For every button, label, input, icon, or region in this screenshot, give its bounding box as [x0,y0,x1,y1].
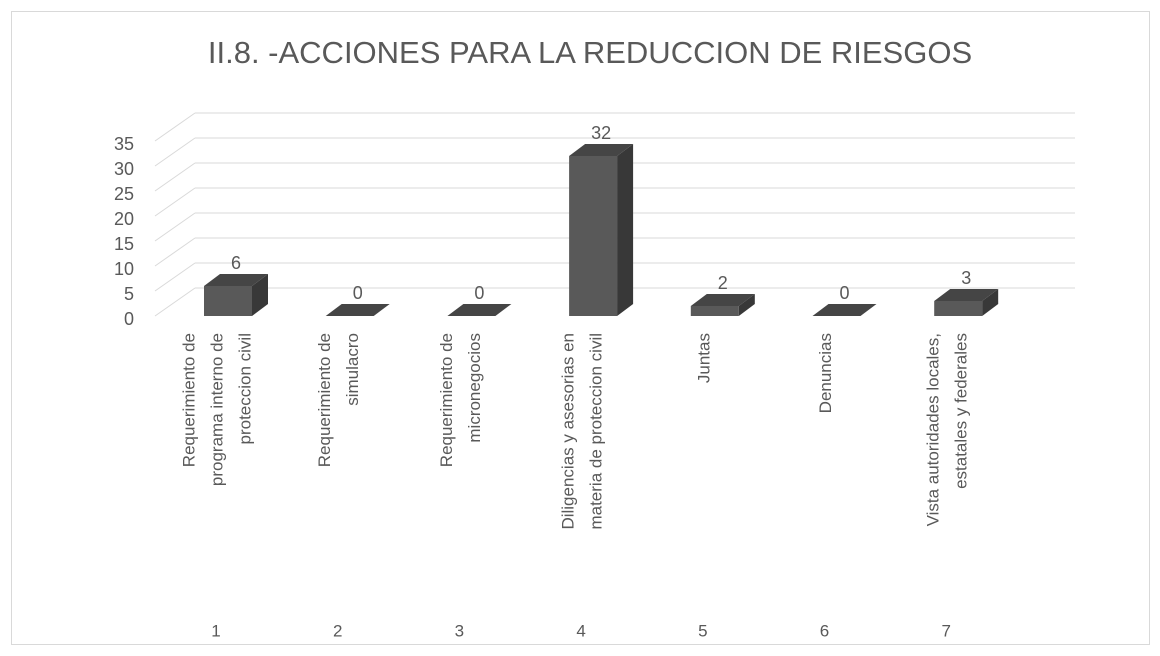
bar [325,304,390,316]
y-tick-label: 25 [114,184,134,204]
x-group-label: 1 [211,621,220,640]
bar-top [812,304,877,316]
bar-top [690,294,755,306]
x-group-label: 7 [941,621,950,640]
bar-side [252,274,268,316]
value-label: 6 [231,253,241,273]
grid-line [154,212,196,242]
y-tick-label: 5 [124,284,134,304]
value-label: 0 [839,283,849,303]
grid-line [154,137,196,167]
x-group-label: 4 [576,621,585,640]
grid-line [154,237,196,267]
x-tick-label: Diligencias y asesorias en [559,333,578,530]
x-tick-label: materia de proteccion civil [587,333,606,530]
value-label: 2 [718,273,728,293]
y-tick-label: 15 [114,234,134,254]
value-label: 0 [353,283,363,303]
bar-side [738,294,755,316]
bar-front [569,156,618,316]
y-tick-label: 0 [124,309,134,329]
chart-border [11,11,1150,645]
x-tick-label: Requerimiento de [179,333,198,467]
x-tick-label: Requerimiento de [315,333,334,467]
x-group-label: 5 [698,621,707,640]
grid-line [154,287,196,317]
grid-line [154,187,196,217]
x-group-label: 2 [333,621,342,640]
x-tick-label: Juntas [694,333,713,383]
y-tick-label: 20 [114,209,134,229]
x-tick-label: Requerimiento de [437,333,456,467]
grid-line [154,112,196,142]
bar-front [204,286,252,316]
bar [204,274,268,316]
x-tick-label: simulacro [343,333,362,406]
grid-line [154,262,196,292]
x-tick-label: micronegocios [465,333,484,443]
y-tick-label: 30 [114,159,134,179]
bar-top [447,304,512,316]
bar [934,289,999,316]
grid-line [154,162,196,192]
bar-side [982,289,999,316]
bar-front [934,301,983,316]
bar [690,294,755,316]
x-tick-label: estatales y federales [952,333,971,489]
x-group-label: 6 [820,621,829,640]
bar-top [204,274,268,286]
x-tick-label: programa interno de [207,333,226,486]
x-group-label: 3 [455,621,464,640]
bar-front [690,306,739,316]
chart-title: II.8. -ACCIONES PARA LA REDUCCION DE RIE… [208,35,972,70]
x-tick-label: proteccion civil [235,333,254,445]
value-label: 0 [474,283,484,303]
value-label: 3 [961,268,971,288]
bar [812,304,877,316]
y-tick-label: 35 [114,134,134,154]
bar [569,144,634,316]
bar-top [325,304,390,316]
bar-top [934,289,999,301]
bar [447,304,512,316]
bar-top [569,144,634,156]
y-tick-label: 10 [114,259,134,279]
x-tick-label: Denuncias [816,333,835,413]
value-label: 32 [591,123,611,143]
x-tick-label: Vista autoridades locales, [924,333,943,526]
bar-side [617,144,634,316]
